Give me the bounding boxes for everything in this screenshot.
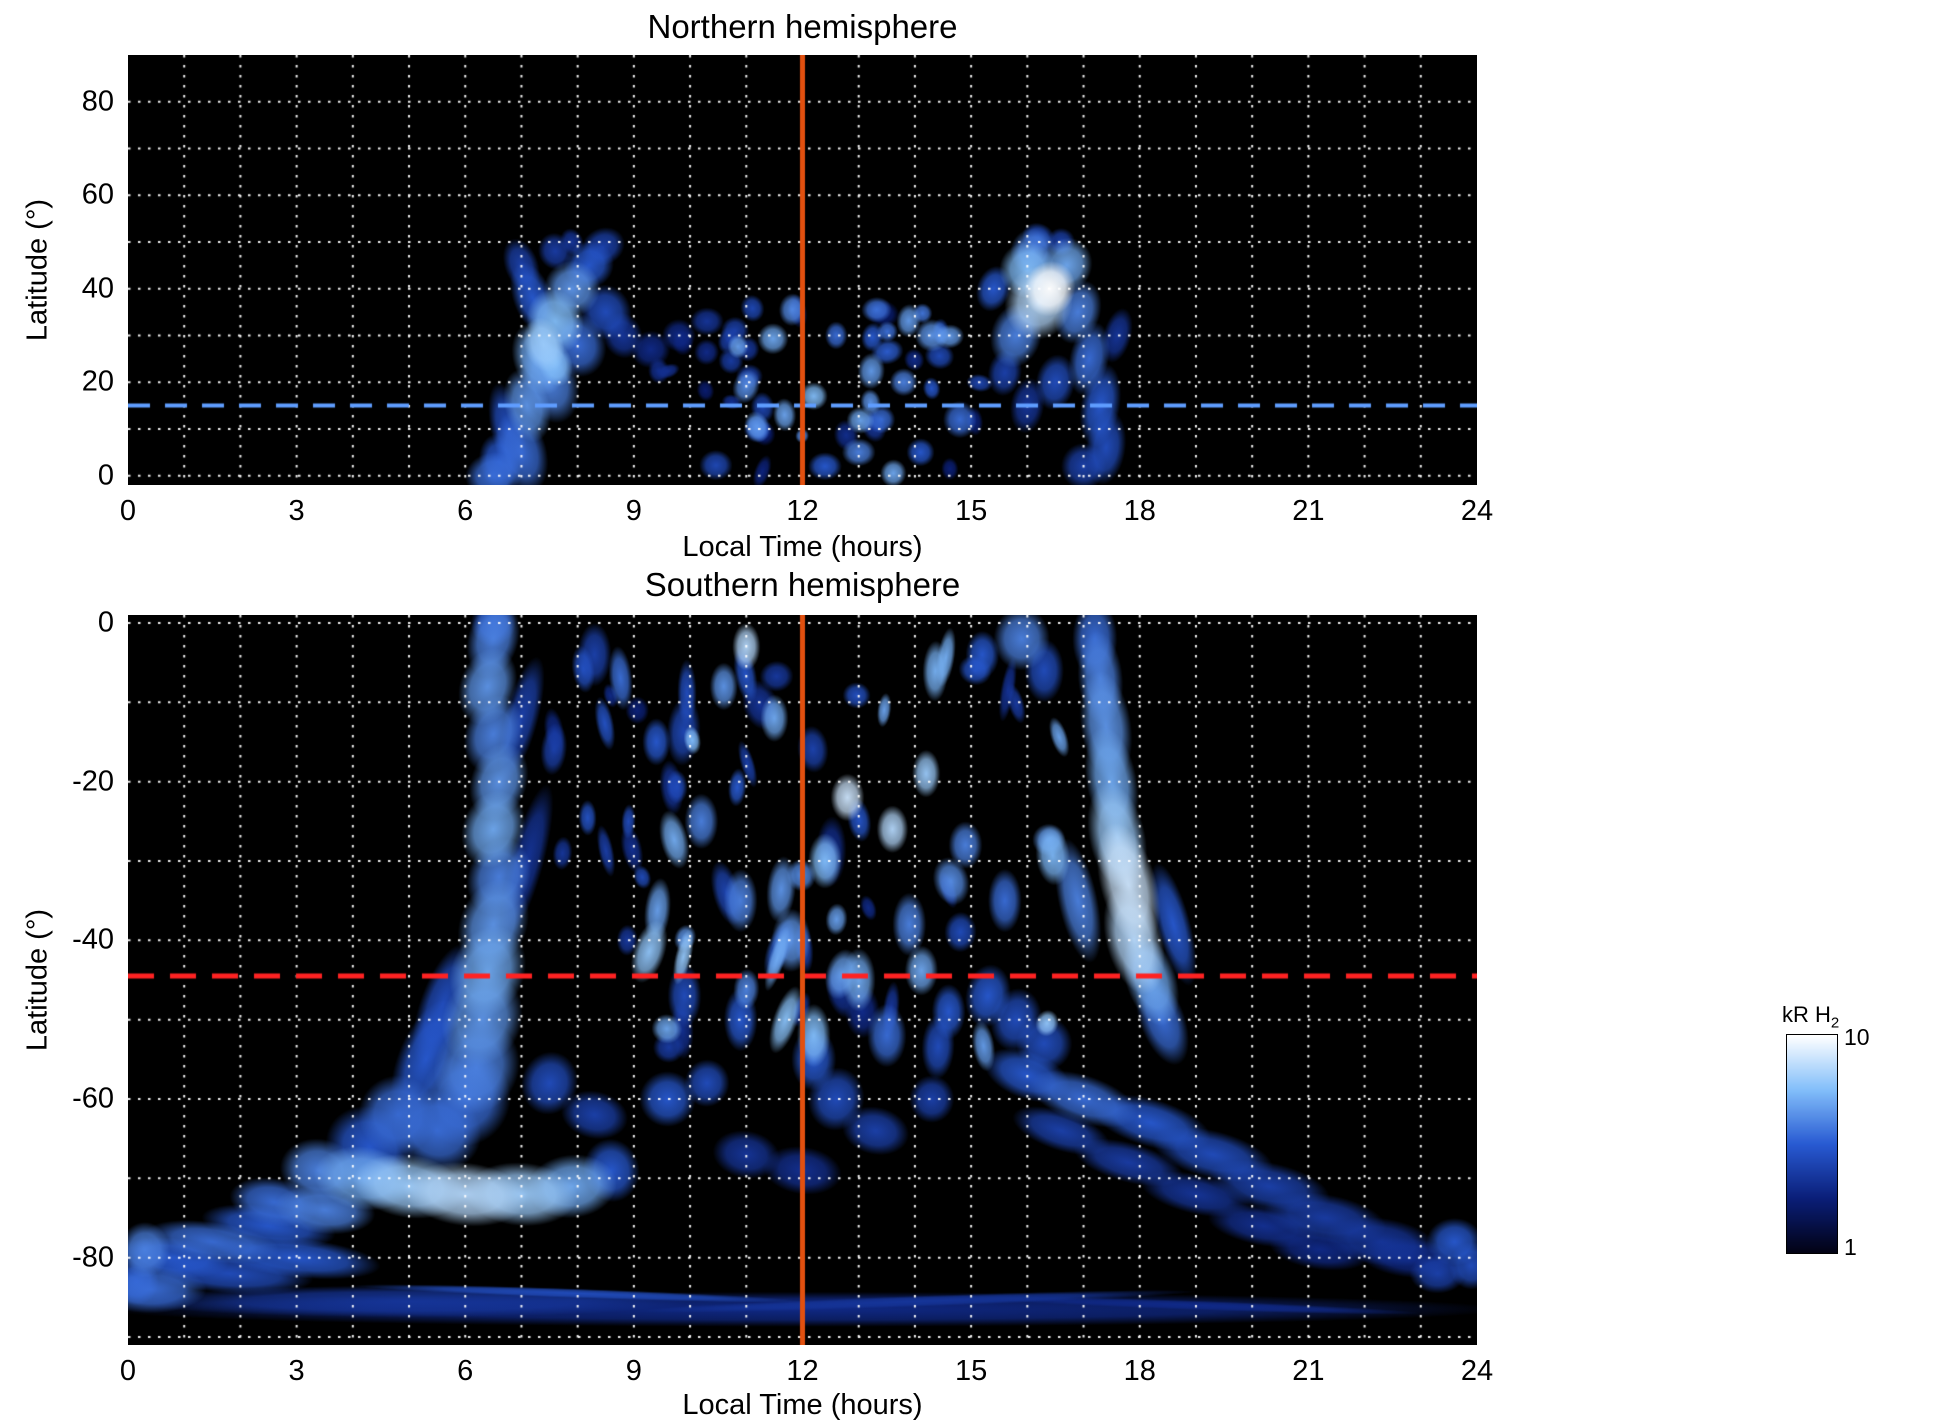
colorbar-tick-max: 10 xyxy=(1844,1024,1870,1050)
x-tick-label: 9 xyxy=(625,1355,642,1387)
x-tick-label: 12 xyxy=(786,495,819,527)
y-tick-label: 40 xyxy=(81,272,114,305)
colorbar-label-main: kR H xyxy=(1782,1002,1831,1027)
x-tick-label: 0 xyxy=(119,1355,137,1387)
x-tick-label: 9 xyxy=(625,495,642,527)
x-tick-label: 15 xyxy=(954,1355,988,1387)
x-tick-label: 21 xyxy=(1292,1355,1325,1387)
y-tick-label: -80 xyxy=(72,1241,114,1274)
x-tick-label: 3 xyxy=(288,495,305,527)
y-tick-label: 0 xyxy=(97,459,114,492)
panel-title-north: Northern hemisphere xyxy=(647,8,958,45)
colorbar-tick-min: 1 xyxy=(1844,1234,1857,1260)
y-tick-label: 80 xyxy=(81,85,114,118)
x-axis-label-north: Local Time (hours) xyxy=(682,531,923,563)
y-tick-label: -20 xyxy=(72,765,114,798)
colorbar-label-subscript: 2 xyxy=(1830,1014,1840,1032)
x-tick-label: 18 xyxy=(1123,495,1156,527)
x-tick-label: 18 xyxy=(1123,1355,1156,1387)
x-tick-label: 24 xyxy=(1460,495,1494,527)
x-tick-label: 21 xyxy=(1292,495,1325,527)
panel-title-south: Southern hemisphere xyxy=(644,566,961,603)
y-tick-label: 60 xyxy=(81,178,114,211)
y-tick-label: -40 xyxy=(72,923,114,956)
x-tick-label: 15 xyxy=(954,495,988,527)
southern-hemisphere-heatmap xyxy=(128,615,1477,1345)
y-tick-label: 20 xyxy=(81,365,114,398)
x-tick-label: 3 xyxy=(288,1355,305,1387)
colorbar-gradient xyxy=(1787,1035,1837,1253)
y-axis-label-south: Latitude (°) xyxy=(21,908,54,1052)
colorbar xyxy=(1786,1034,1838,1254)
y-tick-label: -60 xyxy=(72,1082,114,1115)
northern-hemisphere-heatmap xyxy=(128,55,1477,485)
y-axis-label-north: Latitude (°) xyxy=(21,198,54,342)
x-tick-label: 24 xyxy=(1460,1355,1494,1387)
colorbar-label: kR H2 xyxy=(1782,1002,1839,1031)
x-tick-label: 6 xyxy=(457,1355,474,1387)
x-tick-label: 6 xyxy=(457,495,474,527)
y-tick-label: 0 xyxy=(97,606,114,639)
x-tick-label: 0 xyxy=(119,495,137,527)
x-tick-label: 12 xyxy=(786,1355,819,1387)
x-axis-label-south: Local Time (hours) xyxy=(682,1389,923,1421)
